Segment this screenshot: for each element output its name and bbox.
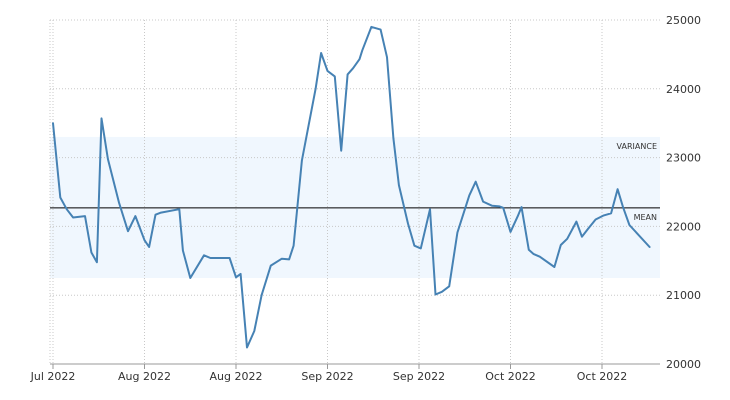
mean-label: MEAN [634, 213, 657, 222]
y-tick-label: 23000 [666, 152, 701, 165]
y-tick-label: 25000 [666, 14, 701, 27]
series-layer [52, 25, 651, 349]
y-tick-label: 21000 [666, 289, 701, 302]
variance-label: VARIANCE [617, 142, 657, 151]
y-tick-label: 22000 [666, 220, 701, 233]
y-tick-label: 20000 [666, 358, 701, 371]
axis-label-layer: 20000 21000 22000 23000 24000 25000 Jul 2022 Au… [30, 14, 701, 383]
grid-layer [49, 19, 660, 369]
x-tick-label: Sep 2022 [301, 370, 353, 383]
x-tick-label: Jul 2022 [30, 370, 76, 383]
x-tick-label: Aug 2022 [118, 370, 171, 383]
x-tick-label: Sep 2022 [393, 370, 445, 383]
x-tick-label: Oct 2022 [485, 370, 536, 383]
x-tick-label: Oct 2022 [577, 370, 628, 383]
y-tick-label: 24000 [666, 83, 701, 96]
series-line [52, 25, 651, 349]
x-tick-label: Aug 2022 [210, 370, 263, 383]
